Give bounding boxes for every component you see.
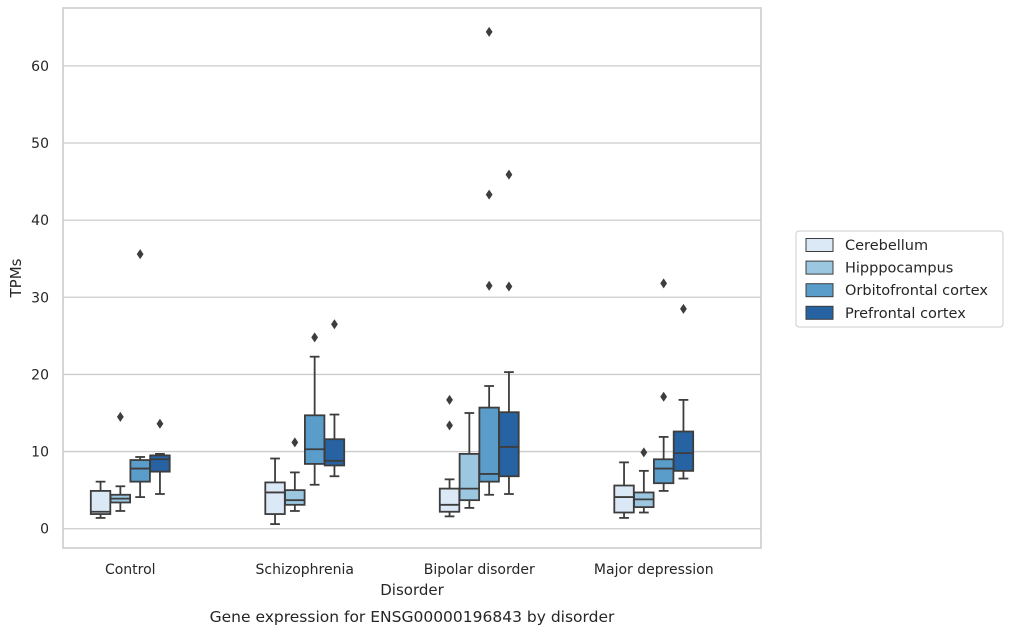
outlier-point [640,447,648,458]
y-tick-label: 50 [31,136,49,152]
box-group [633,447,655,514]
y-tick-label: 30 [31,290,49,306]
box-group [284,437,306,512]
outlier-point [311,332,319,343]
legend-frame [795,230,1004,328]
box [149,454,171,473]
box-group [109,411,131,512]
box [323,438,346,467]
x-tick-label: Schizophrenia [256,562,354,578]
legend-label: Hipppocampus [845,261,953,277]
outlier-point [116,411,124,422]
outlier-point [485,280,493,291]
y-axis-label: TPMs [7,258,25,298]
y-tick-label: 0 [40,522,49,538]
outlier-point [136,249,144,260]
outlier-point [156,418,164,429]
box-group [672,303,695,480]
box-group [129,249,151,498]
box-group [89,480,112,519]
outlier-point [331,319,338,330]
outlier-point [505,281,513,292]
x-tick-label: Bipolar disorder [424,562,535,578]
box [284,489,306,506]
box-group [149,418,171,495]
outlier-point [485,189,493,200]
box [458,452,481,502]
boxes [89,26,695,525]
box [498,411,520,478]
y-tick-label: 40 [31,213,49,229]
legend-swatch [805,260,834,275]
box-group [498,169,520,495]
x-tick-label: Major depression [594,562,714,578]
outlier-point [291,437,299,448]
box [672,430,695,472]
y-tick-label: 60 [31,59,49,75]
box [478,406,500,483]
legend-swatch [805,305,834,320]
outlier-point [446,420,453,431]
legend-swatch [805,283,834,298]
legend-label: Prefrontal cortex [845,306,966,322]
outlier-point [505,169,513,180]
outlier-point [485,26,493,37]
box [438,487,461,513]
legend-swatch [805,238,834,252]
box [89,490,112,515]
outlier-point [446,394,453,405]
figure-caption: Gene expression for ENSG00000196843 by d… [210,608,615,626]
box [303,414,326,465]
legend-label: Orbitofrontal cortex [845,283,988,299]
box-group [438,394,461,518]
box [653,458,675,485]
x-axis-label: Disorder [380,581,444,599]
legend-label: Cerebellum [845,238,928,254]
box [613,484,635,514]
y-tick-label: 20 [31,367,49,383]
legend: Cerebellum Hipppocampus Orbitofrontal cort… [795,230,1004,328]
box-group [323,319,346,478]
y-tick-label: 10 [31,445,49,461]
outlier-point [660,391,668,402]
plot-background [63,8,761,548]
box [264,481,286,515]
y-tick-labels: 0 10 20 30 40 50 60 [31,59,49,538]
x-tick-label: Control [105,562,156,578]
box [129,459,151,483]
outlier-point [680,303,687,314]
outlier-point [660,278,668,289]
plot-frame [62,7,762,549]
grid-lines [63,65,761,530]
box-group [613,461,635,519]
x-tick-labels: Control Schizophrenia Bipolar disorder Majo… [105,562,714,578]
